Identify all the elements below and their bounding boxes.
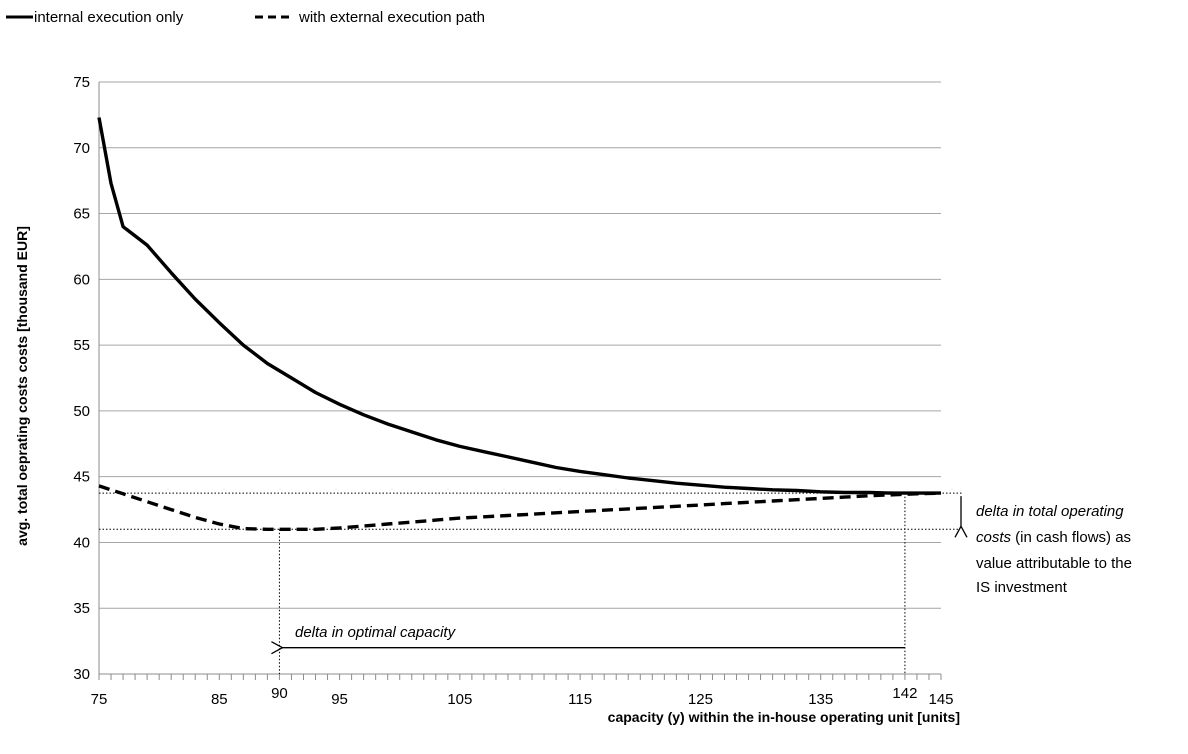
x-annotation-label-142: 142 [892, 685, 917, 702]
x-annotation-label-90: 90 [271, 685, 288, 702]
y-axis-title: avg. total oeprating costs costs [thousa… [14, 226, 30, 546]
y-tick-label-30: 30 [73, 666, 90, 683]
legend: internal execution only with external ex… [6, 9, 485, 26]
cost-delta-line2-italic: costs [976, 529, 1012, 546]
y-tick-label-50: 50 [73, 403, 90, 420]
cost-delta-line3: value attributable to the [976, 555, 1132, 572]
x-tick-label-95: 95 [331, 691, 348, 708]
reference-lines [99, 492, 962, 674]
x-tick-label-115: 115 [568, 691, 592, 708]
y-tick-label-60: 60 [73, 271, 90, 288]
legend-label-internal: internal execution only [34, 9, 184, 26]
x-tick-label-75: 75 [91, 691, 108, 708]
y-tick-label-35: 35 [73, 600, 90, 617]
series-line-internal [97, 117, 941, 495]
cost-delta-line1: delta in total operating [976, 503, 1124, 520]
y-tick-label-45: 45 [73, 469, 90, 486]
y-tick-label-75: 75 [73, 74, 90, 91]
x-tick-label-105: 105 [447, 691, 472, 708]
axes [98, 82, 942, 680]
y-tick-label-65: 65 [73, 206, 90, 223]
y-tick-label-40: 40 [73, 534, 90, 551]
x-axis-title: capacity (y) within the in-house operati… [608, 709, 960, 725]
x-tick-label-85: 85 [211, 691, 228, 708]
y-tick-label-55: 55 [73, 337, 90, 354]
tick-labels: 30 35 40 45 50 55 60 65 70 75 75 85 95 105 115 125 135 14… [73, 74, 953, 708]
capacity-delta-label: delta in optimal capacity [295, 624, 457, 641]
cost-delta-label: delta in total operating costs (in cash … [976, 503, 1132, 596]
series-group [97, 117, 942, 531]
cost-delta-line4: IS investment [976, 579, 1068, 596]
cost-delta-line2-normal: (in cash flows) as [1011, 529, 1131, 546]
x-tick-label-135: 135 [808, 691, 833, 708]
cost-delta-line2: costs (in cash flows) as [976, 529, 1131, 546]
x-tick-label-125: 125 [688, 691, 713, 708]
x-tick-label-145: 145 [928, 691, 953, 708]
grid-lines [99, 81, 941, 609]
series-line-external [98, 484, 942, 531]
legend-label-external: with external execution path [298, 9, 485, 26]
y-tick-label-70: 70 [73, 140, 90, 157]
